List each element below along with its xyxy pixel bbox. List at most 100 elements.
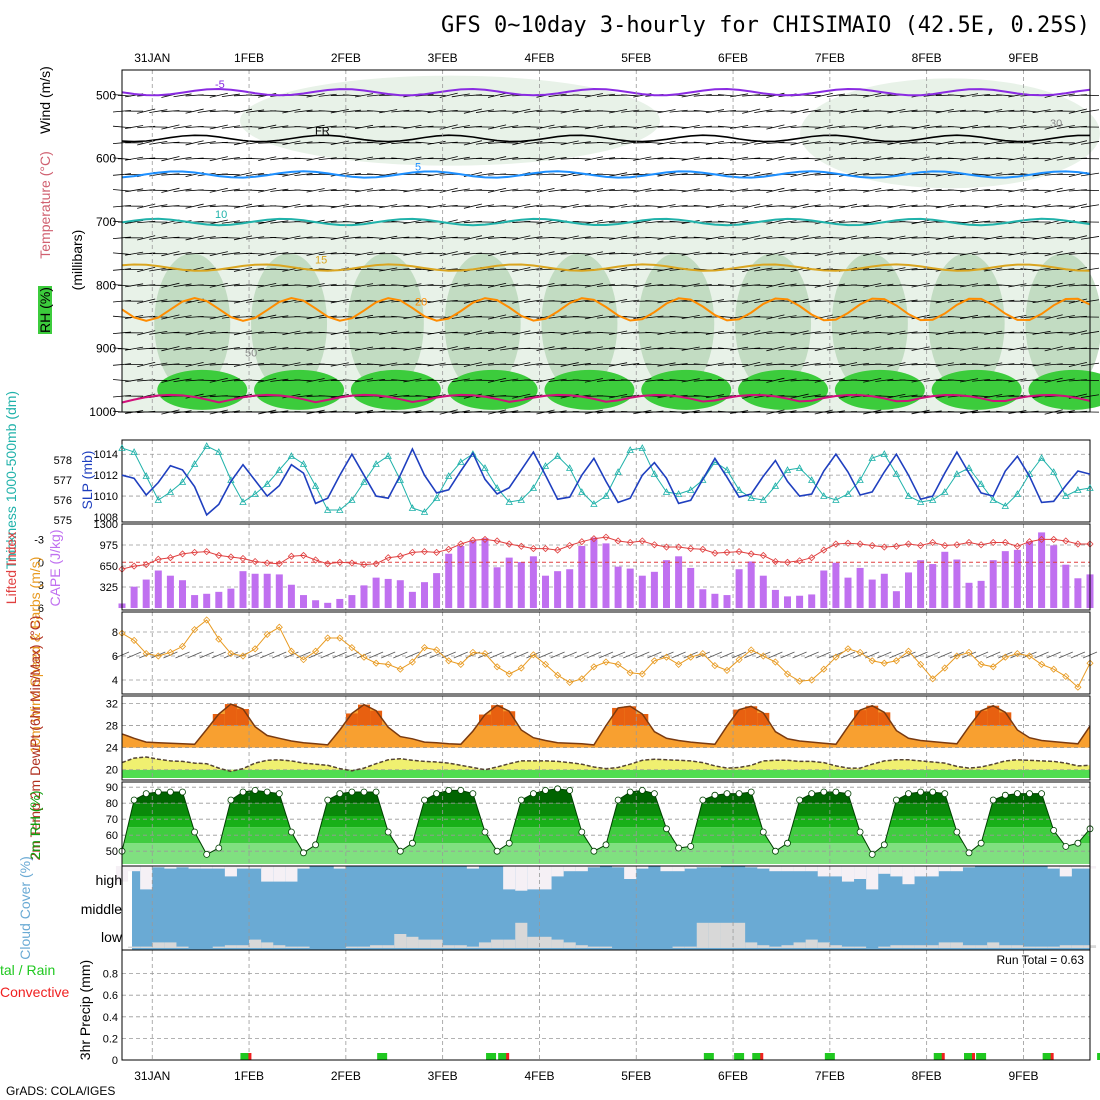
- lifted-index-marker: [166, 554, 174, 562]
- wind-barb: [403, 315, 422, 319]
- wind-barb: [717, 299, 737, 303]
- wind-barb: [318, 331, 337, 334]
- high-cloud-bar: [962, 866, 976, 868]
- wind-barb: [754, 172, 773, 177]
- cape-bar: [312, 600, 320, 608]
- thickness-marker: [795, 464, 804, 471]
- temp-tick-label: 32: [106, 699, 118, 711]
- wind-barb: [1020, 347, 1039, 350]
- wind-barb: [645, 363, 664, 366]
- isotherm-label: 15: [315, 255, 327, 267]
- wind-barb: [574, 651, 589, 659]
- rh-marker: [336, 790, 344, 797]
- wind-barb: [246, 347, 265, 350]
- cape-bar: [554, 571, 562, 608]
- wind-speed-marker: [481, 650, 489, 658]
- rh-marker: [905, 790, 912, 797]
- wind-barb: [548, 332, 567, 334]
- wind-barb: [669, 189, 688, 192]
- thickness-marker: [408, 504, 417, 511]
- lifted-index-marker: [977, 541, 985, 549]
- thickness-marker: [674, 490, 683, 497]
- wind-barb: [137, 108, 156, 114]
- wind-barb: [572, 331, 591, 335]
- wind-barb: [197, 362, 216, 367]
- thickness-marker: [929, 496, 937, 503]
- wind-barb: [681, 283, 700, 288]
- wind-barb: [851, 299, 870, 303]
- lifted-index-marker: [396, 552, 404, 560]
- wind-barb: [790, 235, 809, 241]
- wind-barb: [996, 94, 1015, 97]
- high-cloud-bar: [128, 866, 141, 872]
- wind-barb: [1044, 251, 1063, 257]
- wind-barb: [475, 299, 495, 303]
- rh-marker: [469, 790, 477, 797]
- wind-barb: [1068, 330, 1087, 336]
- wind-barb: [536, 346, 555, 352]
- low-cloud-bar: [224, 945, 237, 948]
- thickness-marker: [1050, 468, 1058, 475]
- wind-barb: [367, 379, 386, 382]
- wind-barb: [754, 204, 773, 209]
- wind-barb: [451, 251, 470, 256]
- low-cloud-bar: [696, 922, 709, 948]
- lifted-index-marker: [904, 540, 913, 548]
- wind-barb: [598, 651, 614, 659]
- isotherm-label: 20: [415, 296, 427, 308]
- wind-barb: [899, 331, 918, 335]
- thickness-marker: [566, 464, 574, 471]
- wind-barb: [766, 219, 785, 225]
- wind-barb: [996, 284, 1015, 287]
- wind-barb: [137, 298, 156, 304]
- wind-barb: [705, 140, 724, 145]
- wind-barb: [669, 331, 688, 335]
- wind-barb: [984, 109, 1003, 114]
- wind-barb: [572, 252, 591, 255]
- rh-marker: [638, 787, 646, 794]
- wind-barb: [802, 204, 821, 208]
- wind-barb: [367, 268, 386, 271]
- wind-barb: [645, 125, 664, 129]
- high-cloud-bar: [926, 866, 939, 877]
- wind-barb: [403, 251, 422, 256]
- temp-hot-fill: [975, 710, 988, 726]
- rh-marker: [941, 790, 949, 797]
- wind-speed-marker: [917, 660, 925, 668]
- lifted-index-marker: [687, 545, 695, 553]
- thickness-marker: [1013, 490, 1022, 497]
- high-cloud-bar: [466, 866, 479, 869]
- slp-axis-label: SLP (mb): [79, 451, 95, 510]
- wind-barb: [475, 267, 495, 272]
- wind-barb: [705, 204, 724, 209]
- wind-barb: [742, 108, 761, 114]
- wind-barb: [415, 236, 434, 240]
- wind-barb: [814, 124, 833, 130]
- thickness-marker: [941, 488, 949, 495]
- thickness-marker: [142, 472, 150, 479]
- lifted-index-marker: [675, 543, 683, 551]
- wind-speed-marker: [191, 626, 199, 634]
- thickness-marker: [178, 478, 187, 485]
- thickness-marker: [130, 448, 138, 455]
- wind-barb: [645, 300, 664, 303]
- lifted-index-marker: [505, 540, 513, 548]
- wind-barb: [923, 157, 942, 161]
- wind-barb: [778, 220, 797, 224]
- rh-marker: [929, 788, 937, 796]
- wind-barb: [899, 379, 918, 382]
- slp-line: [121, 447, 1091, 517]
- lifted-index-marker: [1013, 542, 1021, 550]
- wind-barb: [560, 330, 579, 336]
- wind-tick-label: 6: [112, 651, 118, 663]
- wind-barb: [935, 140, 954, 145]
- lifted-index-marker: [517, 542, 525, 550]
- wind-barb: [863, 346, 882, 351]
- wind-barb: [972, 284, 991, 287]
- wind-barb: [802, 394, 821, 398]
- wind-speed-marker: [662, 653, 671, 661]
- wind-barb: [742, 284, 761, 287]
- panel-frame: [121, 611, 1091, 695]
- rh-marker: [1014, 790, 1021, 797]
- high-cloud-bar: [249, 866, 262, 869]
